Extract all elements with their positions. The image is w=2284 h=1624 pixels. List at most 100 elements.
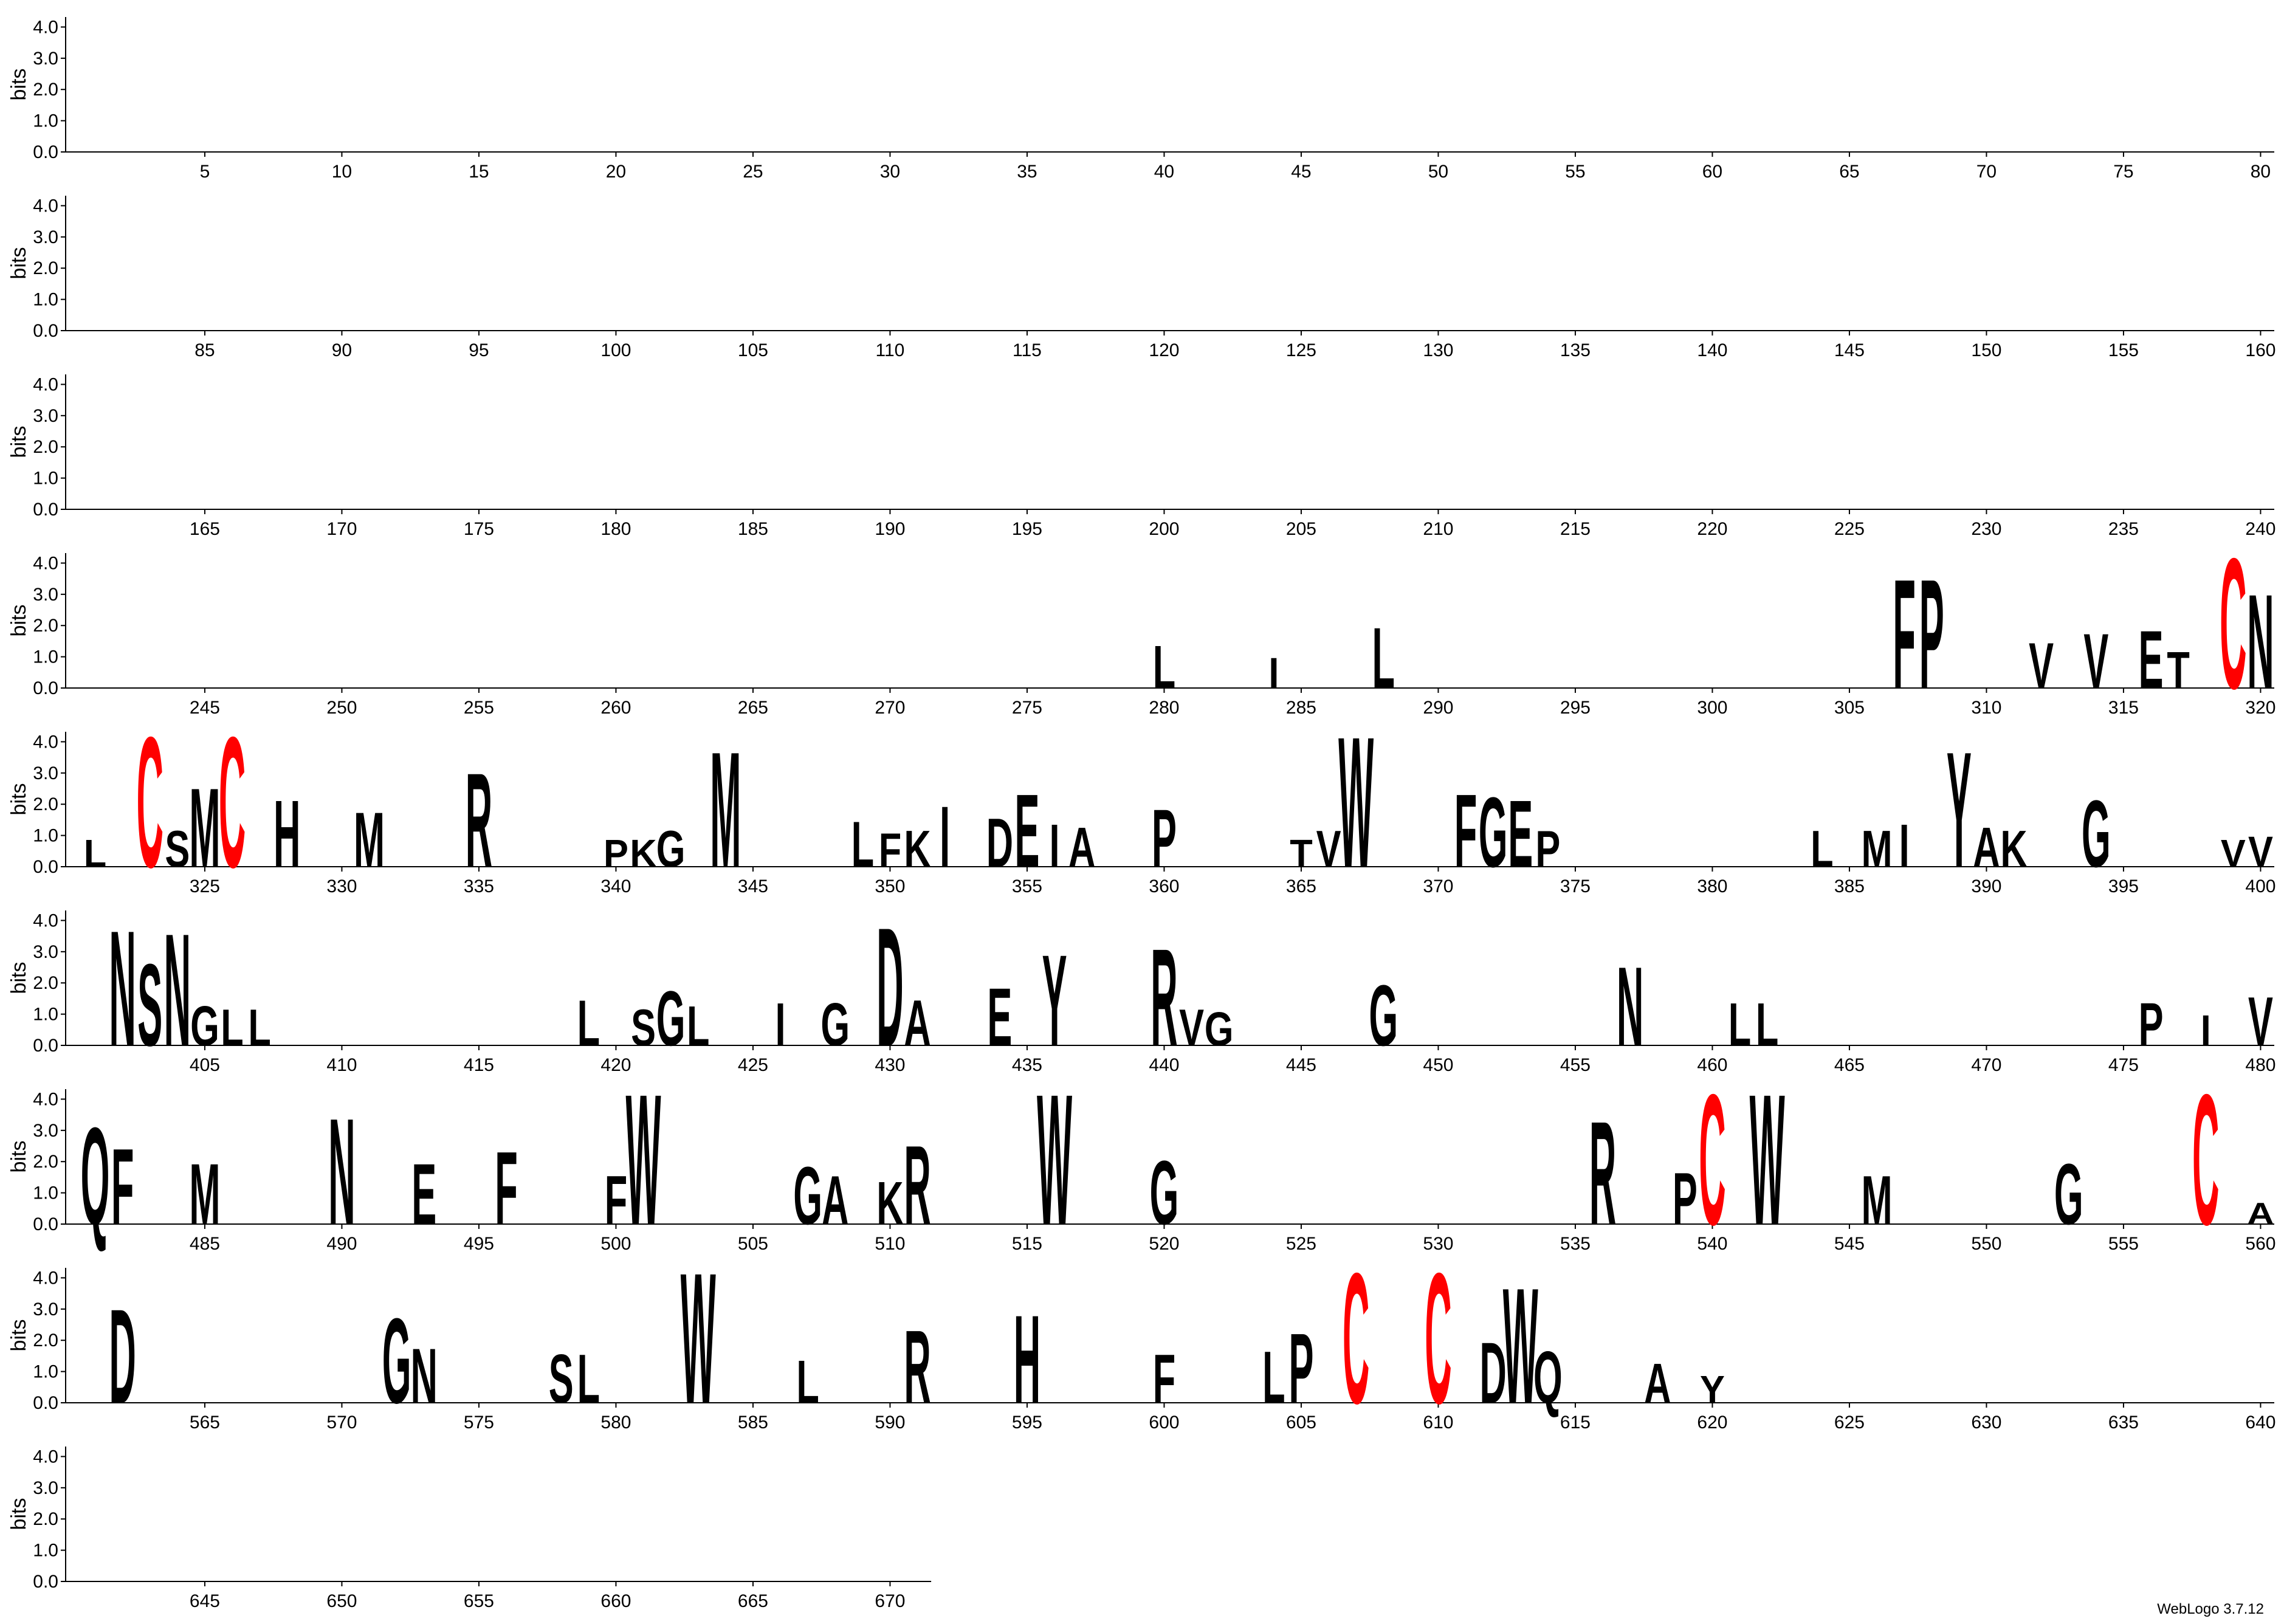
y-tick-label: 0.0 — [33, 321, 58, 341]
logo-letter: A — [904, 987, 930, 1059]
x-tick-label: 80 — [2251, 162, 2271, 182]
logo-letter: W — [1037, 1056, 1072, 1264]
logo-letter: M — [189, 1147, 220, 1243]
y-tick-label: 0.0 — [33, 1393, 58, 1413]
logo-letter: A — [1068, 816, 1095, 879]
logo-letter: G — [2082, 781, 2111, 887]
logo-letter: C — [2192, 1056, 2219, 1264]
x-tick-label: 525 — [1286, 1234, 1316, 1254]
y-tick-label: 0.0 — [33, 1036, 58, 1056]
logo-letter: G — [1150, 1142, 1179, 1244]
logo-letter: E — [1508, 781, 1533, 887]
y-tick-label: 3.0 — [33, 585, 58, 605]
logo-letter: G — [656, 975, 686, 1062]
x-tick-label: 55 — [1565, 162, 1585, 182]
logo-letter: D — [876, 893, 903, 1082]
y-axis-label: bits — [7, 1498, 30, 1530]
logo-letter: R — [466, 746, 492, 896]
y-tick-label: 1.0 — [33, 826, 58, 846]
logo-letter: A — [2247, 1196, 2274, 1230]
logo-letter: G — [382, 1293, 411, 1429]
x-tick-label: 590 — [875, 1412, 905, 1433]
x-tick-label: 145 — [1834, 340, 1865, 360]
logo-letter: M — [710, 717, 741, 901]
logo-letter: P — [1288, 1313, 1313, 1425]
y-tick-label: 1.0 — [33, 1362, 58, 1382]
logo-letter: N — [1617, 944, 1643, 1070]
x-tick-label: 210 — [1423, 519, 1453, 539]
logo-letter: K — [904, 820, 930, 878]
x-tick-label: 430 — [875, 1055, 905, 1075]
y-tick-label: 2.0 — [33, 1152, 58, 1172]
x-tick-label: 135 — [1560, 340, 1591, 360]
logo-letter: E — [2139, 614, 2164, 706]
logo-letter: E — [1014, 774, 1039, 889]
x-tick-label: 510 — [875, 1234, 905, 1254]
logo-letter: G — [793, 1151, 822, 1242]
logo-letter: C — [137, 698, 163, 907]
x-tick-label: 380 — [1697, 876, 1727, 896]
x-tick-label: 375 — [1560, 876, 1591, 896]
logo-letter: L — [796, 1348, 819, 1416]
logo-letter: V — [2221, 832, 2246, 876]
x-tick-label: 575 — [464, 1412, 494, 1433]
logo-letter: N — [411, 1333, 438, 1420]
logo-letter: D — [109, 1282, 136, 1432]
logo-letter: S — [631, 999, 656, 1056]
logo-letter: G — [2054, 1147, 2083, 1243]
y-tick-label: 1.0 — [33, 1005, 58, 1025]
logo-letter: F — [495, 1131, 517, 1247]
y-tick-label: 2.0 — [33, 1509, 58, 1529]
logo-letter: L — [1756, 991, 1778, 1059]
x-tick-label: 495 — [464, 1234, 494, 1254]
x-tick-label: 250 — [326, 698, 357, 718]
x-tick-label: 650 — [326, 1591, 357, 1611]
x-tick-label: 315 — [2108, 698, 2139, 718]
x-tick-label: 350 — [875, 876, 905, 896]
x-tick-label: 565 — [190, 1412, 220, 1433]
logo-letter: P — [2139, 991, 2164, 1059]
logo-letter: M — [354, 797, 385, 884]
logo-letter: G — [190, 994, 219, 1058]
x-tick-label: 550 — [1971, 1234, 2001, 1254]
x-tick-label: 300 — [1697, 698, 1727, 718]
logo-letter: A — [1973, 816, 2000, 879]
logo-letter: I — [776, 991, 786, 1059]
logo-letter: M — [1861, 820, 1892, 878]
x-tick-label: 395 — [2108, 876, 2139, 896]
x-tick-label: 465 — [1834, 1055, 1865, 1075]
y-tick-label: 0.0 — [33, 1572, 58, 1592]
x-tick-label: 245 — [190, 698, 220, 718]
x-tick-label: 295 — [1560, 698, 1591, 718]
y-axis-label: bits — [7, 962, 30, 994]
y-tick-label: 2.0 — [33, 794, 58, 814]
logo-letter: R — [1151, 921, 1177, 1075]
y-tick-label: 0.0 — [33, 500, 58, 520]
logo-letter: I — [1268, 650, 1279, 698]
x-tick-label: 140 — [1697, 340, 1727, 360]
y-tick-label: 0.0 — [33, 678, 58, 698]
x-tick-label: 160 — [2245, 340, 2275, 360]
x-tick-label: 130 — [1423, 340, 1453, 360]
logo-letter: S — [165, 820, 190, 878]
logo-letter: A — [1644, 1352, 1671, 1415]
y-tick-label: 4.0 — [33, 1447, 58, 1467]
logo-letter: W — [1750, 1056, 1785, 1264]
logo-letter: C — [1343, 1234, 1369, 1443]
y-tick-label: 1.0 — [33, 1541, 58, 1561]
x-tick-label: 170 — [326, 519, 357, 539]
x-tick-label: 85 — [194, 340, 215, 360]
logo-letter: P — [1673, 1158, 1698, 1240]
logo-letter: P — [604, 832, 628, 876]
x-tick-label: 410 — [326, 1055, 357, 1075]
logo-letter: Y — [1042, 928, 1067, 1073]
x-tick-label: 220 — [1697, 519, 1727, 539]
y-axis-label: bits — [7, 1141, 30, 1173]
y-tick-label: 4.0 — [33, 910, 58, 931]
logo-letter: L — [1728, 991, 1751, 1059]
logo-letter: Y — [1700, 1368, 1725, 1412]
y-tick-label: 3.0 — [33, 227, 58, 247]
logo-letter: F — [879, 824, 901, 877]
y-axis-label: bits — [7, 247, 30, 280]
